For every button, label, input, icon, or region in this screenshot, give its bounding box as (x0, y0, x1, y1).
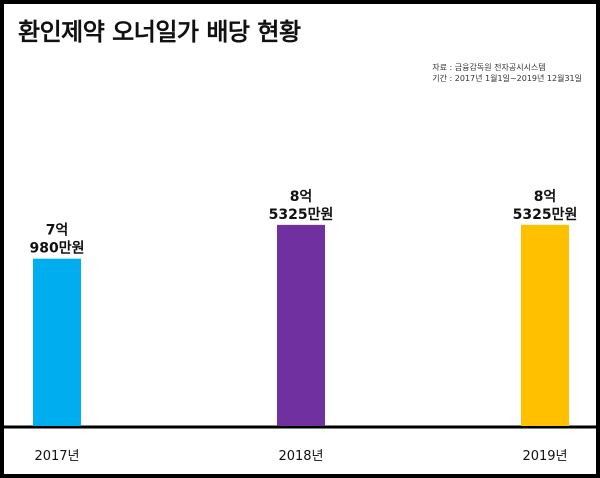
chart-frame: 환인제약 오너일가 배당 현황 자료 : 금융감독원 전자공시시스템 기간 : … (4, 4, 596, 474)
bar-1 (33, 258, 81, 426)
data-label-3-line-1: 8억 (534, 189, 557, 205)
source-line: 자료 : 금융감독원 전자공시시스템 (432, 63, 546, 72)
data-label-3-line-2: 5325만원 (513, 207, 578, 223)
bar-2 (277, 224, 325, 426)
source-note: 자료 : 금융감독원 전자공시시스템 기간 : 2017년 1월1일~2019년… (432, 62, 582, 84)
x-tick-label-2: 2018년 (278, 449, 323, 464)
bar-chart: 7억 980만원 2017년 8억 5325만원 2018년 8억 5325만원 2019년 (4, 189, 596, 464)
data-label-1-line-1: 7억 (46, 223, 69, 239)
period-line: 기간 : 2017년 1월1일~2019년 12월31일 (432, 74, 582, 83)
data-label-2-line-2: 5325만원 (269, 207, 334, 223)
x-tick-label-3: 2019년 (522, 449, 567, 464)
data-label-2-line-1: 8억 (290, 189, 313, 205)
data-label-1-line-2: 980만원 (30, 241, 85, 257)
chart-title: 환인제약 오너일가 배당 현황 (18, 18, 301, 46)
x-tick-label-1: 2017년 (34, 449, 79, 464)
bar-3 (521, 224, 569, 426)
